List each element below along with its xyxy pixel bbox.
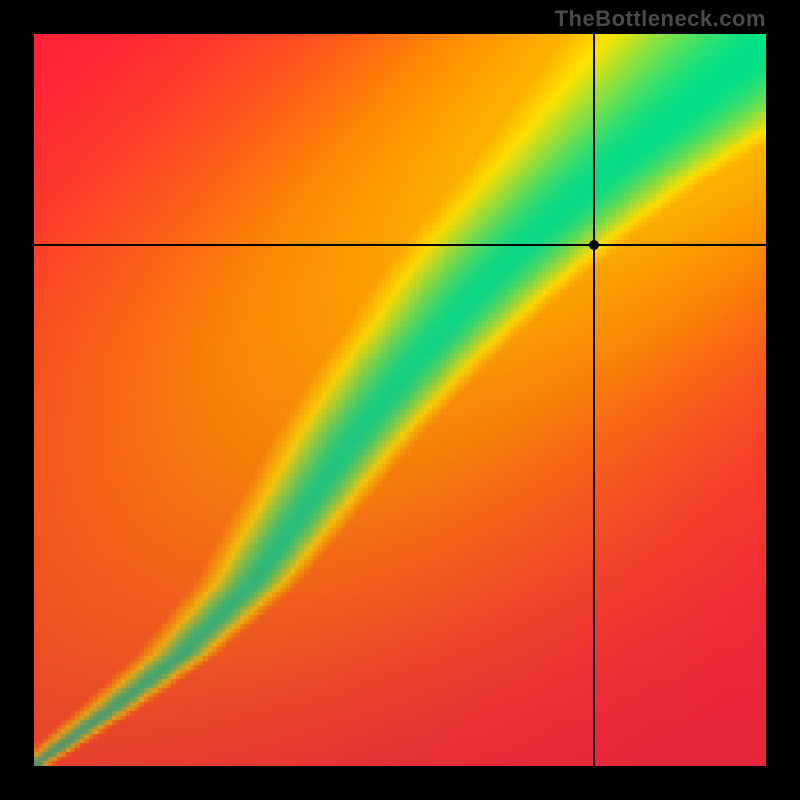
crosshair-marker	[589, 240, 599, 250]
watermark-text: TheBottleneck.com	[555, 6, 766, 32]
heatmap-canvas	[34, 34, 766, 766]
crosshair-vertical	[593, 34, 595, 766]
crosshair-horizontal	[34, 244, 766, 246]
heatmap-plot-area	[34, 34, 766, 766]
chart-frame: TheBottleneck.com	[0, 0, 800, 800]
